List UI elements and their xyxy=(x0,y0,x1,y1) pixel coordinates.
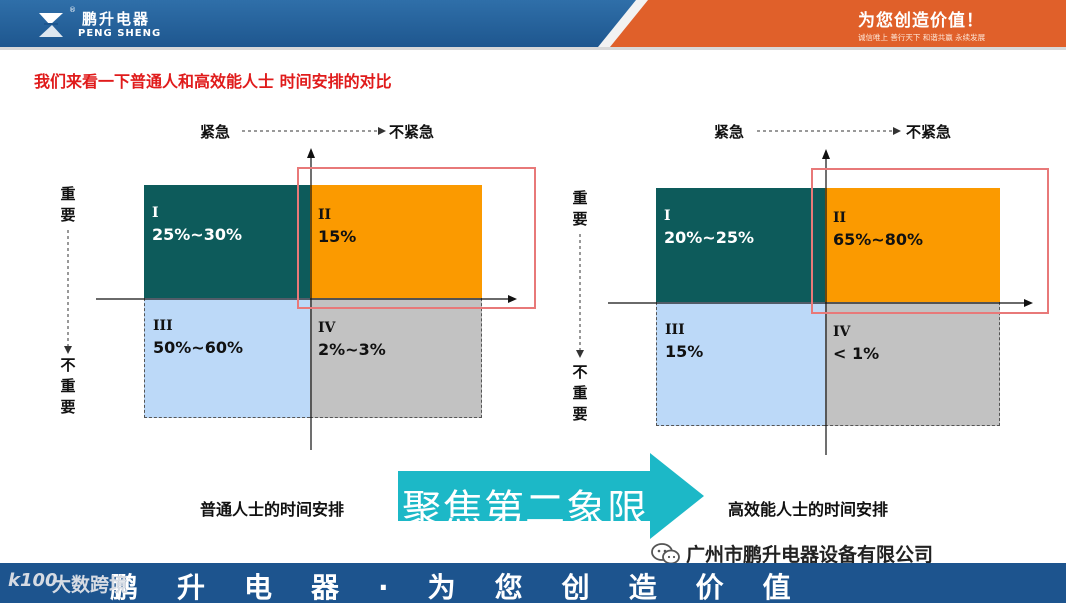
quadrant-4: IV < 1% xyxy=(825,302,1000,426)
logo-registered-mark: ® xyxy=(69,6,76,14)
label-not-urgent: 不紧急 xyxy=(906,123,952,141)
header-orange-band xyxy=(610,0,1066,47)
label-urgent: 紧急 xyxy=(200,123,231,141)
urgency-arrow xyxy=(757,127,901,135)
company-name: 广州市鹏升电器设备有限公司 xyxy=(686,544,934,566)
header-slogan-sub: 诚信唯上 善行天下 和谐共赢 永续发展 xyxy=(858,33,986,42)
logo-english-name: PENG SHENG xyxy=(78,28,162,39)
header-bottom-stripe xyxy=(0,47,1066,50)
watermark-text: 大数跨境 xyxy=(52,574,129,596)
label-urgent: 紧急 xyxy=(714,123,745,141)
logo-chinese-name: 鹏升电器 xyxy=(82,10,151,28)
matrix-axes xyxy=(608,149,1033,455)
footer-slogan: 鹏升电器·为您创造价值 xyxy=(110,571,830,604)
quadrant-2: II 65%~80% xyxy=(825,188,1000,302)
footer-bar xyxy=(0,563,1066,603)
quadrant-3: III 50%~60% xyxy=(144,298,310,418)
focus-quadrant-2-text: 聚焦第二象限 xyxy=(402,487,648,533)
label-not-important: 不重要 xyxy=(60,356,76,416)
label-not-urgent: 不紧急 xyxy=(389,123,435,141)
label-important: 重要 xyxy=(572,189,588,228)
urgency-arrow xyxy=(242,127,386,135)
header-bar xyxy=(0,0,1066,50)
caption-ordinary: 普通人士的时间安排 xyxy=(200,500,345,519)
importance-arrow xyxy=(64,230,72,354)
focus-arrow-shape xyxy=(398,453,704,539)
quadrant-4: IV 2%~3% xyxy=(310,298,482,418)
importance-arrow xyxy=(576,234,584,358)
watermark-logo: k100 xyxy=(8,570,58,591)
label-not-important: 不重要 xyxy=(572,363,588,423)
header-slogan: 为您创造价值！ xyxy=(858,11,984,31)
quadrant-1: I 20%~25% xyxy=(656,188,825,302)
label-important: 重要 xyxy=(60,185,76,224)
slide-title: 我们来看一下普通人和高效能人士 时间安排的对比 xyxy=(34,72,392,91)
quadrant-2-highlight-box xyxy=(811,168,1049,314)
company-logo-icon xyxy=(39,13,63,37)
quadrant-3: III 15% xyxy=(656,302,825,426)
caption-effective: 高效能人士的时间安排 xyxy=(728,500,889,519)
wechat-icon xyxy=(651,543,680,565)
quadrant-2: II 15% xyxy=(310,185,482,298)
matrix-axes xyxy=(96,148,517,450)
quadrant-1: I 25%~30% xyxy=(144,185,310,298)
quadrant-2-highlight-box xyxy=(297,167,536,309)
